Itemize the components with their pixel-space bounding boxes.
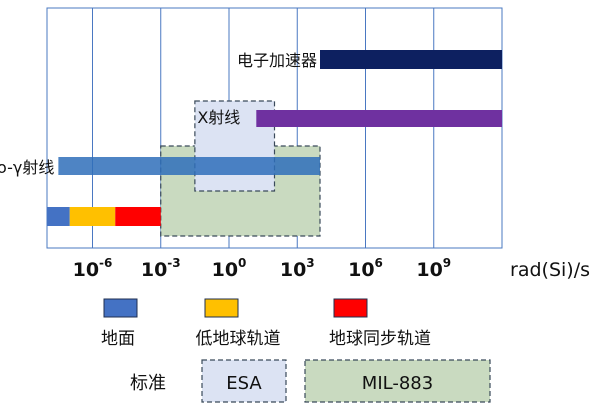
tick-exponent: 3 — [306, 256, 314, 270]
legend-swatch — [103, 298, 138, 318]
standard-legend-label: MIL-883 — [362, 373, 433, 394]
standard-legend-box — [201, 359, 287, 403]
tick-exponent: 0 — [238, 256, 246, 270]
source-label-text: Co-γ射线 — [0, 158, 54, 177]
source-label: X射线 — [197, 108, 240, 127]
source-bar — [58, 157, 320, 175]
x-tick-label: 10-6 — [73, 256, 113, 281]
tick-base: 10 — [280, 259, 306, 281]
standard-legend-label: ESA — [226, 373, 262, 394]
tick-base: 10 — [73, 259, 99, 281]
legend-label: 地球同步轨道 — [329, 329, 431, 349]
legend-label: 地面 — [101, 329, 135, 349]
tick-exponent: -3 — [167, 256, 180, 270]
legend-swatch — [204, 298, 239, 318]
tick-exponent: 6 — [375, 256, 383, 270]
legend-label: 低地球轨道 — [196, 329, 281, 349]
standards-title: 标准 — [130, 373, 166, 394]
tick-base: 10 — [212, 259, 238, 281]
source-label: 60Co-γ射线 — [0, 158, 54, 177]
tick-base: 10 — [348, 259, 374, 281]
source-bar — [320, 50, 502, 69]
environment-bar — [69, 207, 116, 226]
x-tick-label: 10-3 — [141, 256, 181, 281]
standard-legend-box — [304, 359, 491, 403]
tick-base: 10 — [416, 259, 442, 281]
x-axis-label: rad(Si)/s — [510, 259, 590, 281]
environment-bar — [115, 207, 161, 226]
legend-swatch — [333, 298, 368, 318]
environment-bar — [47, 207, 70, 226]
x-tick-label: 100 — [212, 256, 247, 281]
source-bar — [256, 110, 502, 127]
tick-base: 10 — [141, 259, 167, 281]
tick-exponent: -6 — [99, 256, 112, 270]
x-tick-label: 109 — [416, 256, 451, 281]
x-tick-label: 106 — [348, 256, 383, 281]
tick-exponent: 9 — [443, 256, 451, 270]
source-label: 电子加速器 — [237, 51, 317, 70]
x-tick-label: 103 — [280, 256, 315, 281]
